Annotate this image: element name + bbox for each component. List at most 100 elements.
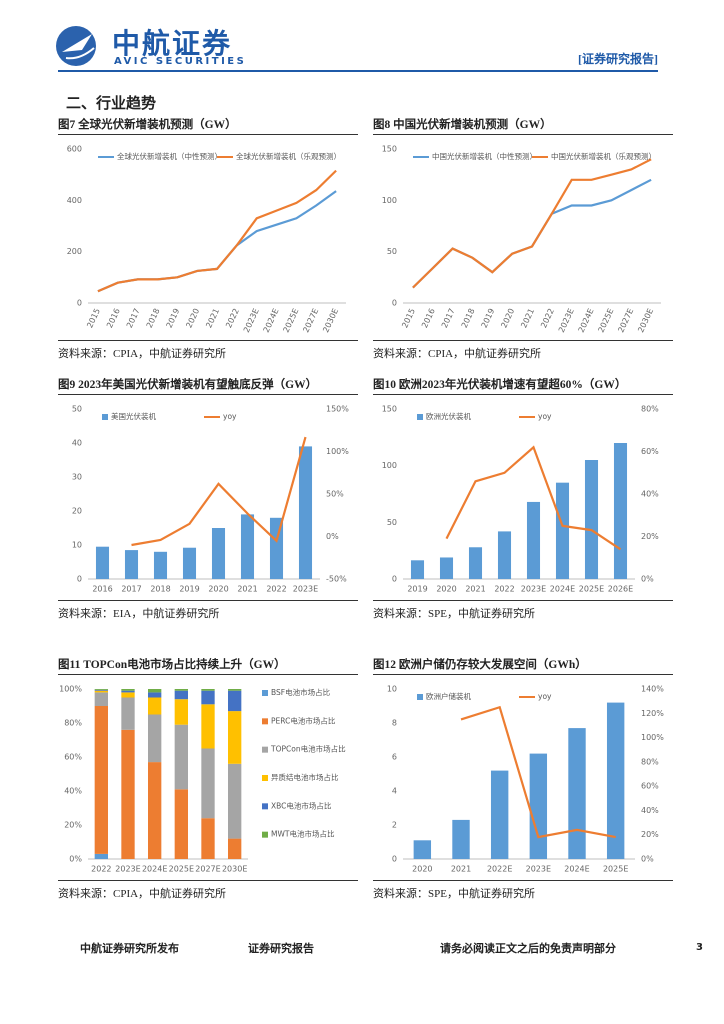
legend-label: yoy — [538, 692, 552, 701]
y-tick-label: 30 — [72, 473, 82, 482]
x-tick-label: 2025E — [169, 865, 194, 874]
stacked-bar — [228, 763, 242, 839]
bar — [410, 560, 425, 579]
x-tick-label: 2018 — [150, 585, 170, 594]
x-tick-label: 2015 — [85, 307, 102, 329]
legend-label: 欧洲户储装机 — [426, 691, 471, 701]
x-tick-label: 2023E — [242, 307, 261, 334]
section-title: 二、行业趋势 — [66, 96, 157, 112]
y-tick-label: 600 — [67, 145, 82, 154]
bar — [413, 840, 432, 859]
y-tick-label: 40 — [72, 439, 82, 448]
data-line — [445, 445, 622, 551]
y-tick-label: 10 — [72, 541, 82, 550]
y-tick-label: 50 — [72, 405, 82, 414]
y-tick-label: 60% — [64, 753, 82, 762]
bar — [526, 501, 541, 579]
x-tick-label: 2023E — [115, 865, 140, 874]
figure-title: 图8 中国光伏新增装机预测（GW） — [373, 116, 673, 135]
chart-panel: 图11 TOPCon电池市场占比持续上升（GW） 0% 20% 40% 60% 80% 10… — [58, 656, 358, 901]
stacked-bar — [174, 689, 188, 691]
bar — [439, 557, 454, 579]
legend-label: TOPCon电池市场占比 — [270, 744, 346, 754]
y-tick-label: 0 — [77, 299, 82, 308]
stacked-bar — [94, 706, 108, 854]
x-tick-label: 2025E — [579, 585, 604, 594]
figure-source: 资料来源：EIA，中航证券研究所 — [58, 600, 358, 621]
stacked-bar — [121, 690, 135, 693]
x-tick-label: 2016 — [105, 307, 122, 329]
stacked-bar — [228, 838, 242, 859]
x-tick-label: 2022 — [224, 307, 241, 329]
y-tick-label: 2 — [392, 821, 397, 830]
x-tick-label: 2030E — [636, 307, 655, 334]
y2-tick-label: 0% — [641, 855, 654, 864]
legend-swatch — [262, 831, 268, 838]
x-tick-label: 2022 — [494, 585, 514, 594]
x-tick-label: 2021 — [465, 585, 485, 594]
x-tick-label: 2022 — [91, 865, 111, 874]
y2-tick-label: 150% — [326, 405, 349, 414]
y-tick-label: 50 — [387, 247, 397, 256]
x-tick-label: 2021 — [451, 865, 471, 874]
y-tick-label: 400 — [67, 196, 82, 205]
x-tick-label: 2026E — [608, 585, 633, 594]
x-tick-label: 2021 — [237, 585, 257, 594]
bar — [211, 528, 226, 579]
x-tick-label: 2018 — [145, 307, 162, 329]
x-tick-label: 2020 — [184, 307, 201, 329]
y-tick-label: 8 — [392, 719, 397, 728]
figure-title: 图11 TOPCon电池市场占比持续上升（GW） — [58, 656, 358, 675]
y-tick-label: 6 — [392, 753, 397, 762]
bar — [240, 514, 255, 579]
y2-tick-label: 60% — [641, 447, 659, 456]
y-tick-label: 0 — [392, 575, 397, 584]
stacked-bar — [201, 689, 215, 691]
logo-subtitle: AVIC SECURITIES — [114, 56, 247, 67]
stacked-bar — [94, 689, 108, 691]
y-tick-label: 80% — [64, 719, 82, 728]
stacked-bar — [94, 853, 108, 859]
chart-panel: 图10 欧洲2023年光伏装机增速有望超60%（GW） 0 50 100 150 0% 20… — [373, 376, 673, 621]
stacked-bar — [121, 689, 135, 691]
x-tick-label: 2018 — [460, 307, 477, 329]
stacked-bar — [94, 692, 108, 706]
figure-title: 图12 欧洲户储仍存较大发展空间（GWh） — [373, 656, 673, 675]
x-tick-label: 2030E — [321, 307, 340, 334]
stacked-bar — [228, 690, 242, 712]
bar — [584, 460, 599, 579]
legend-label: BSF电池市场占比 — [271, 687, 331, 697]
y-tick-label: 200 — [67, 247, 82, 256]
y2-tick-label: 100% — [641, 733, 664, 742]
x-tick-label: 2019 — [165, 307, 182, 329]
y2-tick-label: 0% — [641, 575, 654, 584]
bar — [468, 547, 483, 579]
x-tick-label: 2020 — [412, 865, 432, 874]
data-line — [412, 158, 652, 289]
y2-tick-label: 140% — [641, 685, 664, 694]
x-tick-label: 2027E — [195, 865, 220, 874]
x-tick-label: 2015 — [400, 307, 417, 329]
stacked-bar — [228, 689, 242, 691]
stacked-bar — [148, 714, 162, 763]
legend-label: 中国光伏新增装机（乐观预测） — [551, 151, 656, 161]
legend-label: yoy — [538, 412, 552, 421]
y-tick-label: 0 — [77, 575, 82, 584]
x-tick-label: 2022E — [487, 865, 512, 874]
x-tick-label: 2024E — [577, 307, 596, 334]
logo-text: 中航证券 — [112, 27, 233, 60]
legend-swatch — [262, 690, 268, 696]
figure-source: 资料来源：CPIA，中航证券研究所 — [373, 340, 673, 361]
y2-tick-label: 20% — [641, 532, 659, 541]
x-tick-label: 2023E — [521, 585, 546, 594]
x-tick-label: 2022 — [539, 307, 556, 329]
x-tick-label: 2019 — [480, 307, 497, 329]
x-tick-label: 2024E — [142, 865, 167, 874]
stacked-bar — [121, 697, 135, 730]
y-tick-label: 20 — [72, 507, 82, 516]
stacked-bar — [174, 699, 188, 725]
bar — [606, 702, 625, 859]
